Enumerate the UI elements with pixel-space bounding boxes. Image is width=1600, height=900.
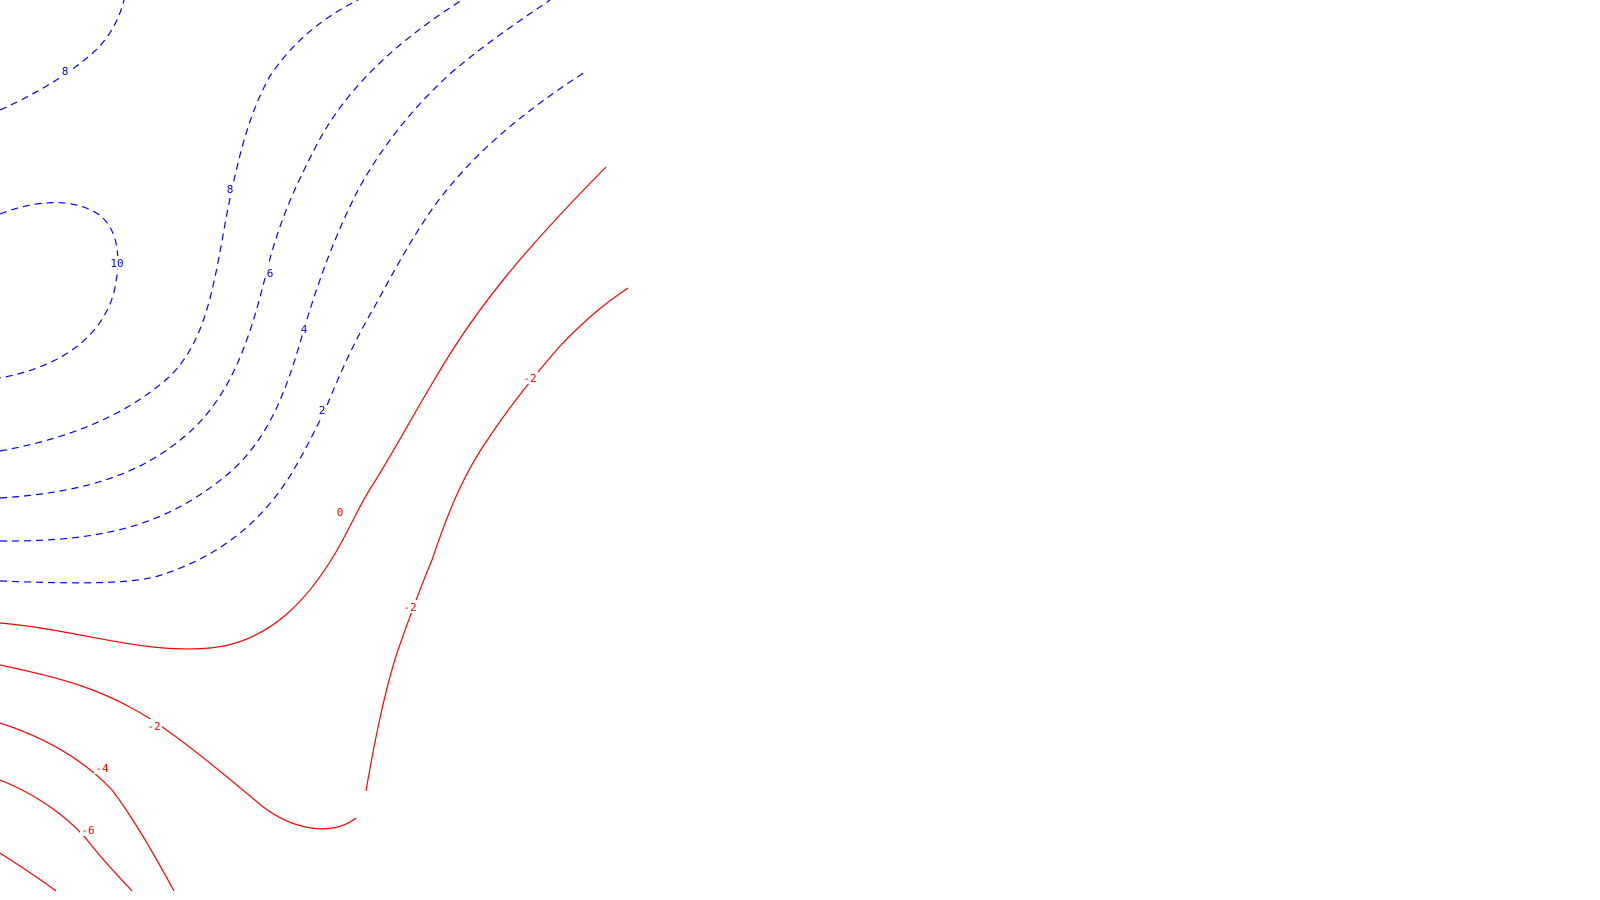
contour-label-10: 10 [110,257,123,270]
contour-label-bg [94,761,110,774]
contour-label-bg [225,182,235,195]
contour-label-bg [265,266,275,279]
contour-label-neg4: -4 [95,762,109,775]
contour-label-neg6: -6 [81,824,94,837]
contour-label-neg2: -2 [523,372,536,385]
contour-line-6 [0,0,463,499]
contour-lines [0,0,629,892]
contour-label-6: 6 [267,267,274,280]
contour-label-4: 4 [301,323,308,336]
contour-line-neg8 [0,852,57,892]
contour-label-bg [146,719,162,732]
contour-label-bg [317,403,327,416]
contour-label-bg [299,322,309,335]
contour-label-bg [109,256,125,269]
contour-line-10 [0,202,119,379]
contour-line-neg2 [365,287,629,792]
contour-label-0: 0 [337,506,344,519]
contour-line-neg2 [0,664,357,830]
contour-line-neg4 [0,722,175,892]
contour-label-bg [522,371,538,384]
contour-label-8: 8 [62,65,69,78]
contour-label-bg [402,600,418,613]
contour-label-bg [335,505,345,518]
contour-label-8: 8 [227,183,234,196]
contour-label-bg [80,823,96,836]
contour-label-neg2: -2 [147,720,160,733]
contour-line-8 [0,0,359,452]
contour-label-2: 2 [319,404,326,417]
contour-line-8 [0,0,125,111]
contour-line-neg6 [0,779,133,892]
contour-line-4 [0,0,551,542]
contour-label-bg [60,64,70,77]
contour-label-neg2: -2 [403,601,416,614]
contour-line-0 [0,166,607,650]
contour-line-2 [0,71,586,584]
contour-labels: 10 8 8 6 4 2 0 -2 -2 -2 -4 -6 [60,64,538,837]
